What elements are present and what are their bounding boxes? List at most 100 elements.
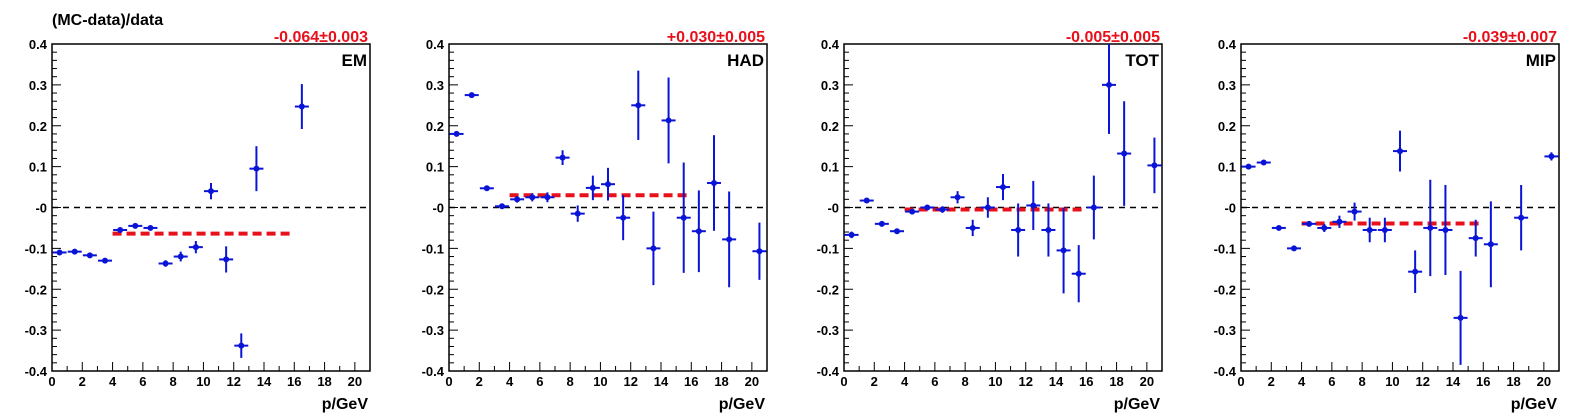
- data-point: [1483, 201, 1498, 288]
- point-marker: [1397, 148, 1403, 155]
- data-point: [1362, 217, 1377, 243]
- y-tick-label: 0.2: [29, 119, 47, 134]
- point-marker: [1275, 224, 1282, 231]
- data-point: [52, 249, 67, 256]
- data-point: [1086, 175, 1101, 240]
- y-tick-label: -0.2: [422, 282, 444, 297]
- x-tick-label: 12: [623, 374, 637, 389]
- data-point: [113, 226, 128, 233]
- y-tick-label: -0.2: [817, 282, 839, 297]
- x-tick-label: 16: [684, 374, 698, 389]
- x-tick-label: 14: [1446, 374, 1461, 389]
- point-marker: [605, 181, 611, 188]
- data-point: [601, 167, 615, 201]
- panel-title: MIP: [1526, 51, 1556, 70]
- x-tick-label: 16: [1476, 374, 1490, 389]
- data-point: [890, 228, 904, 235]
- y-tick-label: 0.1: [821, 160, 839, 175]
- x-tick-label: 14: [257, 374, 272, 389]
- data-point: [965, 219, 980, 237]
- data-point: [128, 222, 143, 229]
- x-tick-label: 8: [962, 374, 969, 389]
- point-marker: [939, 206, 946, 213]
- x-tick-label: 16: [287, 374, 301, 389]
- y-tick-label: -0: [827, 201, 839, 216]
- y-axis-label: (MC-data)/data: [52, 12, 163, 29]
- data-point: [449, 130, 464, 137]
- point-marker: [726, 236, 733, 243]
- y-tick-label: 0.1: [426, 160, 444, 175]
- point-marker: [1351, 208, 1358, 215]
- point-marker: [711, 179, 717, 186]
- point-marker: [1260, 159, 1267, 166]
- x-axis-label: p/GeV: [1511, 396, 1558, 413]
- point-marker: [1487, 241, 1494, 248]
- point-marker: [1090, 204, 1097, 211]
- data-point: [204, 182, 218, 200]
- point-marker: [208, 188, 214, 195]
- data-point: [249, 146, 264, 192]
- data-point: [510, 196, 525, 203]
- x-tick-label: 2: [871, 374, 878, 389]
- point-marker: [1060, 247, 1067, 254]
- point-marker: [878, 220, 885, 227]
- x-tick-label: 10: [593, 374, 607, 389]
- y-tick-label: 0.1: [1218, 160, 1236, 175]
- x-axis-label: p/GeV: [1114, 396, 1161, 413]
- point-marker: [1030, 202, 1037, 209]
- x-tick-label: 2: [1268, 374, 1275, 389]
- point-marker: [1291, 245, 1297, 252]
- y-tick-label: -0.3: [422, 323, 444, 338]
- x-tick-label: 20: [745, 374, 759, 389]
- x-tick-label: 0: [445, 374, 452, 389]
- y-tick-label: -0.1: [422, 241, 444, 256]
- data-point: [859, 197, 874, 204]
- point-marker: [680, 214, 687, 221]
- point-marker: [1151, 162, 1158, 169]
- y-tick-label: -0.1: [1214, 241, 1236, 256]
- point-marker: [56, 249, 63, 256]
- y-tick-label: 0.3: [426, 78, 444, 93]
- fit-label: -0.005±0.005: [1066, 29, 1160, 46]
- panel-title: HAD: [727, 51, 764, 70]
- point-marker: [1245, 163, 1252, 170]
- point-marker: [635, 102, 642, 109]
- data-point: [1271, 224, 1286, 231]
- point-marker: [756, 248, 763, 255]
- x-tick-label: 12: [1018, 374, 1032, 389]
- data-point: [1302, 220, 1317, 227]
- y-tick-label: -0.1: [25, 241, 47, 256]
- data-point: [1468, 219, 1483, 257]
- point-marker: [1000, 184, 1006, 191]
- point-marker: [1442, 226, 1449, 233]
- point-marker: [499, 203, 505, 210]
- y-tick-label: -0.3: [1214, 323, 1236, 338]
- data-point: [294, 84, 309, 130]
- x-tick-label: 4: [109, 374, 117, 389]
- x-tick-label: 18: [1109, 374, 1123, 389]
- point-marker: [1045, 226, 1052, 233]
- point-marker: [453, 130, 460, 137]
- data-point: [82, 252, 97, 259]
- x-tick-label: 18: [714, 374, 728, 389]
- point-marker: [1457, 314, 1464, 321]
- data-point: [1347, 202, 1362, 221]
- y-tick-label: -0: [35, 201, 47, 216]
- point-marker: [529, 194, 536, 201]
- data-point: [98, 257, 112, 264]
- data-point: [173, 251, 188, 262]
- point-marker: [483, 185, 490, 192]
- y-tick-label: -0.3: [817, 323, 839, 338]
- data-point: [676, 162, 691, 273]
- x-tick-label: 6: [536, 374, 543, 389]
- y-tick-label: 0.2: [821, 119, 839, 134]
- panels: 0 2 4 6 8 10 12 14 16 18 20-0.4-0.3-0.2-0.1-00.10.…: [25, 29, 1560, 413]
- y-tick-label: 0.4: [29, 37, 48, 52]
- x-tick-label: 0: [48, 374, 55, 389]
- y-tick-label: 0.3: [1218, 78, 1236, 93]
- x-tick-label: 6: [931, 374, 938, 389]
- x-axis-label: p/GeV: [719, 396, 766, 413]
- point-marker: [86, 252, 93, 259]
- data-point: [570, 205, 585, 222]
- data-point: [1041, 203, 1056, 257]
